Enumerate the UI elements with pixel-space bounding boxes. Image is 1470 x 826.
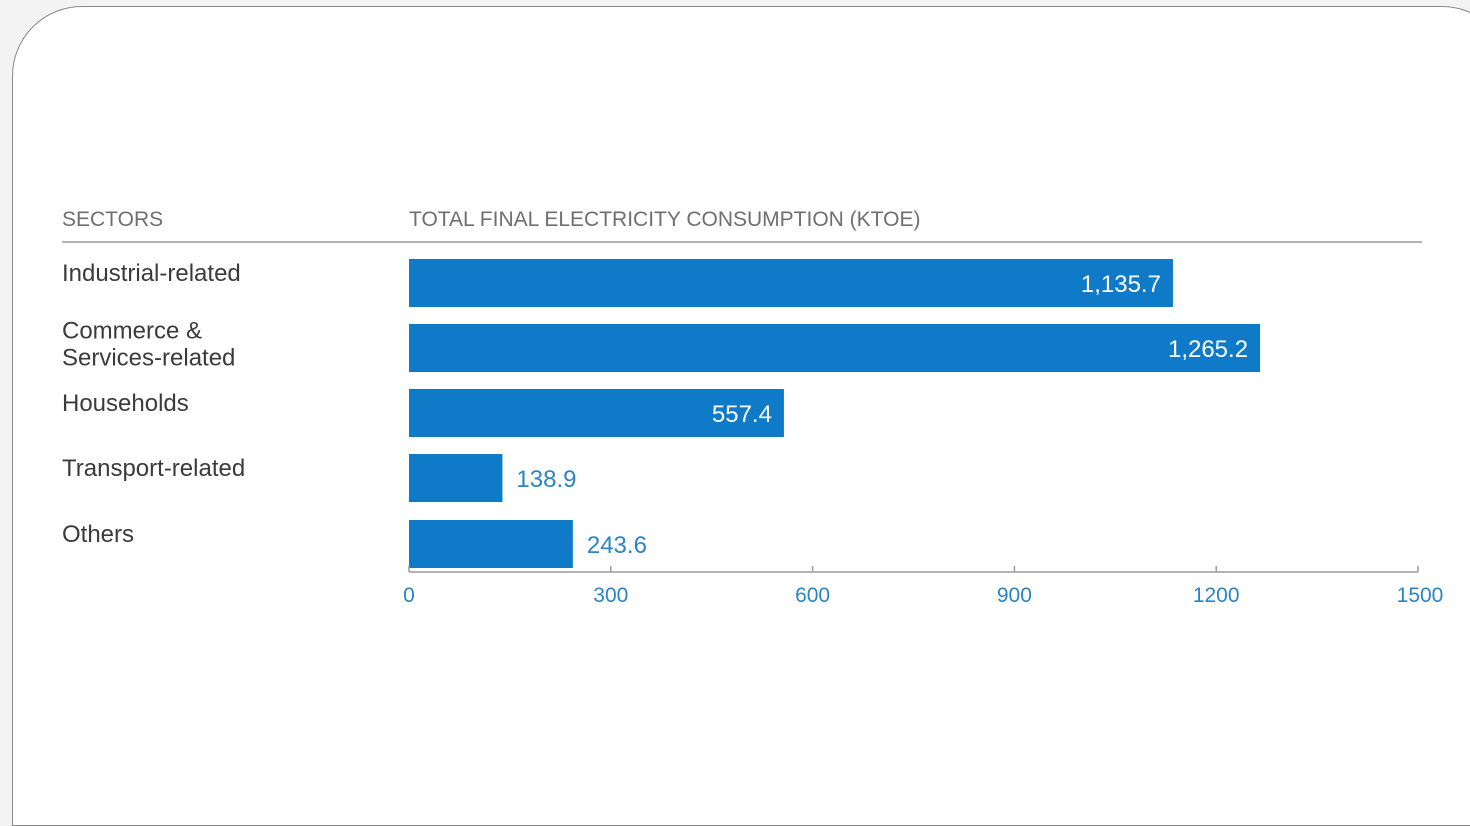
bar-chart: SECTORS TOTAL FINAL ELECTRICITY CONSUMPT…	[62, 208, 1443, 607]
x-tick-label: 300	[593, 584, 628, 607]
data-label: 557.4	[712, 401, 772, 428]
category-label: Households	[62, 390, 189, 417]
value-column-header: TOTAL FINAL ELECTRICITY CONSUMPTION (KTO…	[409, 208, 920, 231]
x-tick-label: 900	[997, 584, 1032, 607]
category-label: Others	[62, 521, 134, 548]
data-label: 138.9	[516, 466, 576, 493]
data-label: 1,135.7	[1081, 271, 1161, 298]
data-label: 243.6	[587, 532, 647, 559]
data-label: 1,265.2	[1168, 336, 1248, 363]
x-tick-label: 600	[795, 584, 830, 607]
category-column-header: SECTORS	[62, 208, 163, 231]
category-label: Industrial-related	[62, 260, 241, 287]
bar	[409, 259, 1173, 307]
category-label: Services-related	[62, 345, 235, 372]
bar	[409, 520, 573, 568]
category-label: Transport-related	[62, 455, 245, 482]
x-tick-label: 1500	[1397, 584, 1444, 607]
x-tick-label: 1200	[1193, 584, 1240, 607]
bars-group: Industrial-related 1,135.7 Commerce &Servi…	[62, 259, 1261, 568]
bar	[409, 454, 503, 502]
category-label: Commerce &	[62, 318, 202, 345]
bar	[409, 389, 784, 437]
bar	[409, 324, 1261, 372]
x-tick-label: 0	[403, 584, 415, 607]
x-axis: 0 300 600 900 1200 1500	[403, 566, 1443, 607]
